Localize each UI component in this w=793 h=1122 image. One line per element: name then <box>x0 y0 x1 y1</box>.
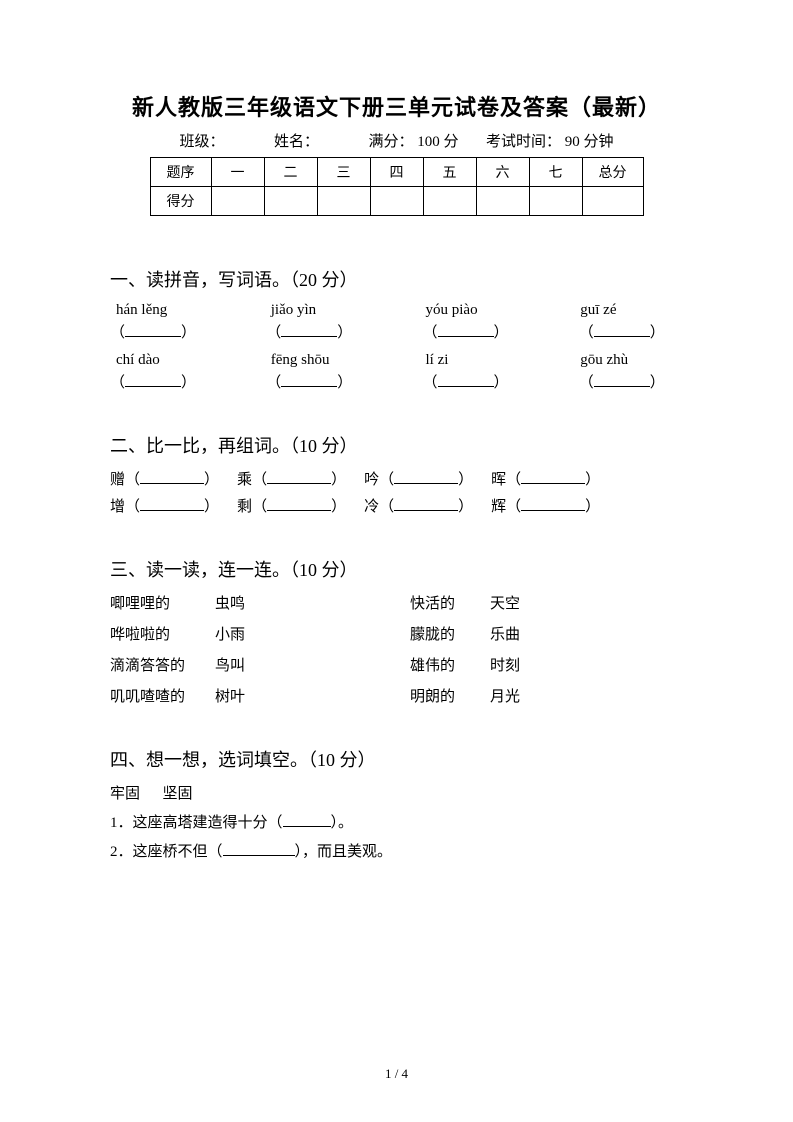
compare-row: 赠（） 乘（） 吟（） 晖（） <box>110 468 683 489</box>
class-label: 班级： <box>179 130 224 151</box>
column-spacer <box>305 592 410 706</box>
section-3: 三、读一读，连一连。（10 分） 唧哩哩的 哗啦啦的 滴滴答答的 叽叽喳喳的 虫… <box>110 556 683 706</box>
cell: 六 <box>476 158 529 187</box>
section-1: 一、读拼音，写词语。（20 分） hán lěng jiǎo yìn yóu p… <box>110 266 683 392</box>
answer-blank: （） <box>579 321 683 342</box>
cell <box>582 187 643 216</box>
cell <box>529 187 582 216</box>
cell <box>211 187 264 216</box>
cell: 一 <box>211 158 264 187</box>
column-left-b: 虫鸣 小雨 鸟叫 树叶 <box>215 592 305 706</box>
pinyin: chí dào <box>116 352 219 369</box>
score-table: 题序 一 二 三 四 五 六 七 总分 得分 <box>150 157 644 216</box>
word: 月光 <box>490 685 570 706</box>
word: 明朗的 <box>410 685 490 706</box>
word: 小雨 <box>215 623 305 644</box>
word: 唧哩哩的 <box>110 592 215 613</box>
answer-blank: （） <box>266 371 370 392</box>
cell <box>317 187 370 216</box>
table-row: 得分 <box>150 187 643 216</box>
document-title: 新人教版三年级语文下册三单元试卷及答案（最新） <box>110 90 683 122</box>
compare-item: 赠（） <box>110 468 219 489</box>
word: 天空 <box>490 592 570 613</box>
compare-item: 冷（） <box>364 495 473 516</box>
blank-row: （） （） （） （） <box>110 371 683 392</box>
fullscore-label: 满分： <box>368 130 413 151</box>
cell <box>370 187 423 216</box>
word: 虫鸣 <box>215 592 305 613</box>
answer-blank: （） <box>423 371 527 392</box>
compare-item: 晖（） <box>491 468 600 489</box>
column-right-a: 快活的 朦胧的 雄伟的 明朗的 <box>410 592 490 706</box>
cell: 二 <box>264 158 317 187</box>
word: 乐曲 <box>490 623 570 644</box>
word: 朦胧的 <box>410 623 490 644</box>
word: 时刻 <box>490 654 570 675</box>
compare-item: 增（） <box>110 495 219 516</box>
section-heading: 二、比一比，再组词。（10 分） <box>110 432 683 458</box>
page-number: 1 / 4 <box>0 1066 793 1082</box>
cell: 总分 <box>582 158 643 187</box>
answer-blank: （） <box>579 371 683 392</box>
exam-meta: 班级： 姓名： 满分： 100 分 考试时间： 90 分钟 <box>110 130 683 151</box>
cell: 七 <box>529 158 582 187</box>
pinyin: yóu piào <box>426 302 529 319</box>
table-row: 题序 一 二 三 四 五 六 七 总分 <box>150 158 643 187</box>
cell: 五 <box>423 158 476 187</box>
pinyin: jiǎo yìn <box>271 302 374 319</box>
compare-row: 增（） 剩（） 冷（） 辉（） <box>110 495 683 516</box>
answer-blank: （） <box>110 321 214 342</box>
word: 鸟叫 <box>215 654 305 675</box>
word: 树叶 <box>215 685 305 706</box>
cell <box>264 187 317 216</box>
section-2: 二、比一比，再组词。（10 分） 赠（） 乘（） 吟（） 晖（） 增（） 剩（）… <box>110 432 683 516</box>
blank-row: （） （） （） （） <box>110 321 683 342</box>
column-right-b: 天空 乐曲 时刻 月光 <box>490 592 570 706</box>
page: 新人教版三年级语文下册三单元试卷及答案（最新） 班级： 姓名： 满分： 100 … <box>0 0 793 1122</box>
word: 雄伟的 <box>410 654 490 675</box>
word: 叽叽喳喳的 <box>110 685 215 706</box>
fullscore-value: 100 分 <box>417 130 458 151</box>
name-label: 姓名： <box>274 130 319 151</box>
answer-blank: （） <box>110 371 214 392</box>
pinyin: lí zi <box>426 352 529 369</box>
answer-blank: （） <box>423 321 527 342</box>
section-heading: 一、读拼音，写词语。（20 分） <box>110 266 683 292</box>
pinyin: fēng shōu <box>271 352 374 369</box>
cell <box>476 187 529 216</box>
word: 快活的 <box>410 592 490 613</box>
pinyin-row: hán lěng jiǎo yìn yóu piào guī zé <box>110 302 683 319</box>
time-label: 考试时间： <box>486 130 561 151</box>
section-heading: 三、读一读，连一连。（10 分） <box>110 556 683 582</box>
cell-header: 题序 <box>150 158 211 187</box>
pinyin: gōu zhù <box>580 352 683 369</box>
compare-item: 乘（） <box>237 468 346 489</box>
pinyin: hán lěng <box>116 302 219 319</box>
section-4: 四、想一想，选词填空。（10 分） 牢固 坚固 1．这座高塔建造得十分（）。 2… <box>110 746 683 861</box>
connect-columns: 唧哩哩的 哗啦啦的 滴滴答答的 叽叽喳喳的 虫鸣 小雨 鸟叫 树叶 快活的 朦胧… <box>110 592 683 706</box>
pinyin: guī zé <box>580 302 683 319</box>
section-heading: 四、想一想，选词填空。（10 分） <box>110 746 683 772</box>
column-left-a: 唧哩哩的 哗啦啦的 滴滴答答的 叽叽喳喳的 <box>110 592 215 706</box>
compare-item: 剩（） <box>237 495 346 516</box>
compare-item: 吟（） <box>364 468 473 489</box>
answer-blank: （） <box>266 321 370 342</box>
time-value: 90 分钟 <box>565 130 614 151</box>
question-line: 1．这座高塔建造得十分（）。 <box>110 811 683 832</box>
cell: 三 <box>317 158 370 187</box>
pinyin-row: chí dào fēng shōu lí zi gōu zhù <box>110 352 683 369</box>
cell-header: 得分 <box>150 187 211 216</box>
word: 哗啦啦的 <box>110 623 215 644</box>
cell <box>423 187 476 216</box>
question-line: 2．这座桥不但（），而且美观。 <box>110 840 683 861</box>
cell: 四 <box>370 158 423 187</box>
word-bank: 牢固 坚固 <box>110 782 683 803</box>
compare-item: 辉（） <box>491 495 600 516</box>
word: 滴滴答答的 <box>110 654 215 675</box>
